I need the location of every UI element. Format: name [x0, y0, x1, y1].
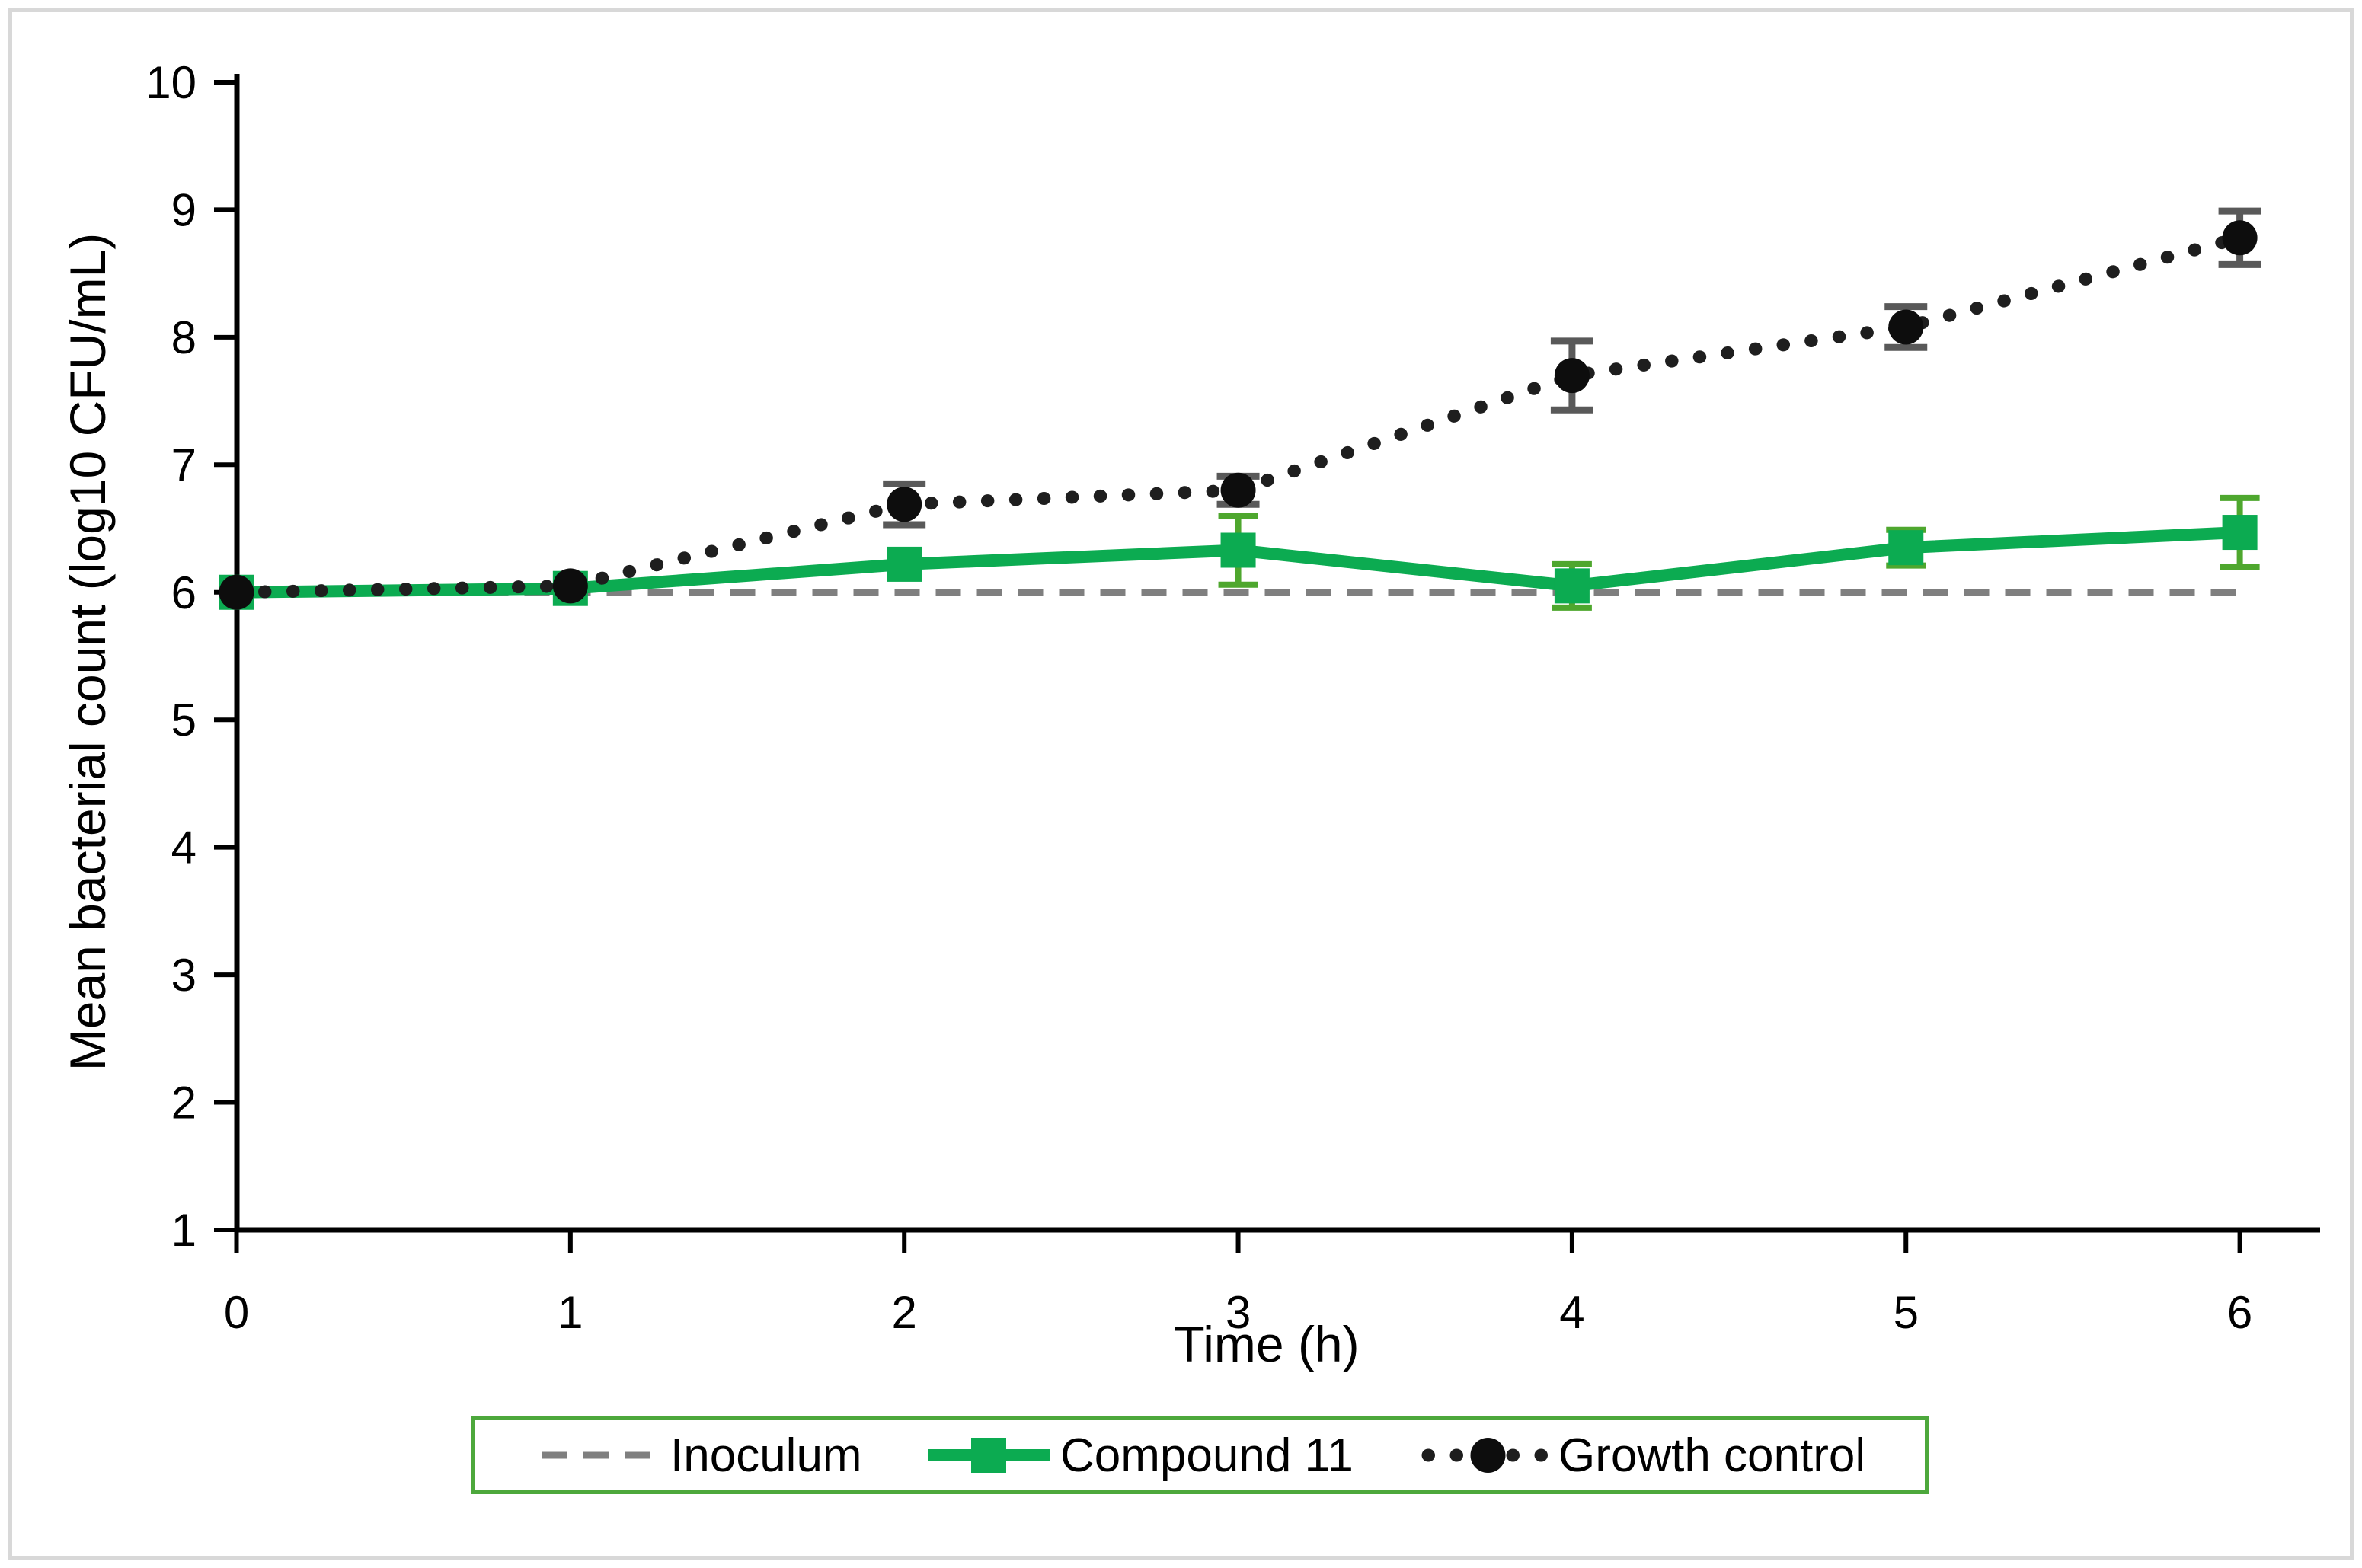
series-layer	[219, 207, 2261, 611]
x-tick-label: 4	[1559, 1287, 1584, 1338]
label-layer: Mean bacterial count (log10 CFU/mL) Time…	[59, 233, 1360, 1372]
y-axis-title: Mean bacterial count (log10 CFU/mL)	[59, 233, 116, 1071]
x-axis-title: Time (h)	[1174, 1316, 1359, 1372]
x-tick-label: 6	[2227, 1287, 2252, 1338]
marker-square-compound-11	[887, 546, 922, 582]
marker-circle-growth-control	[219, 574, 254, 610]
y-tick-label: 3	[171, 950, 197, 1001]
legend-marker-circle	[1470, 1438, 1506, 1473]
legend-item-growth-control: Growth control	[1421, 1429, 1865, 1482]
y-tick-label: 10	[145, 57, 197, 108]
y-tick-label: 2	[171, 1078, 197, 1129]
x-tick-label: 0	[224, 1287, 249, 1338]
legend-label-compound-11: Compound 11	[1060, 1429, 1354, 1482]
x-tick-label: 2	[892, 1287, 917, 1338]
legend-marker-square	[971, 1438, 1006, 1473]
y-tick-label: 7	[171, 439, 197, 490]
y-tick-label: 6	[171, 567, 197, 618]
x-tick-label: 3	[1226, 1287, 1251, 1338]
marker-square-compound-11	[1220, 532, 1256, 568]
y-tick-label: 8	[171, 312, 197, 363]
legend-item-compound-11: Compound 11	[928, 1429, 1354, 1482]
x-tick-label: 1	[558, 1287, 583, 1338]
series-growth-control	[219, 207, 2261, 610]
marker-square-compound-11	[2222, 515, 2258, 551]
legend-item-inoculum: Inoculum	[542, 1429, 862, 1482]
y-tick-label: 5	[171, 695, 197, 746]
x-tick-label: 5	[1894, 1287, 1919, 1338]
legend-box	[471, 1416, 1929, 1494]
legend: Inoculum Compound 11 Growth control	[471, 1416, 1929, 1494]
marker-circle-growth-control	[1888, 309, 1924, 345]
marker-circle-growth-control	[2222, 220, 2258, 256]
marker-circle-growth-control	[552, 568, 588, 604]
marker-circle-growth-control	[1220, 472, 1256, 508]
y-tick-label: 4	[171, 822, 197, 873]
y-tick-label: 9	[171, 184, 197, 235]
marker-square-compound-11	[1554, 568, 1590, 604]
y-tick-label: 1	[171, 1205, 197, 1256]
legend-label-growth-control: Growth control	[1558, 1429, 1865, 1482]
marker-circle-growth-control	[1554, 358, 1590, 394]
marker-circle-growth-control	[887, 487, 922, 522]
legend-label-inoculum: Inoculum	[670, 1429, 862, 1482]
marker-square-compound-11	[1888, 530, 1924, 566]
